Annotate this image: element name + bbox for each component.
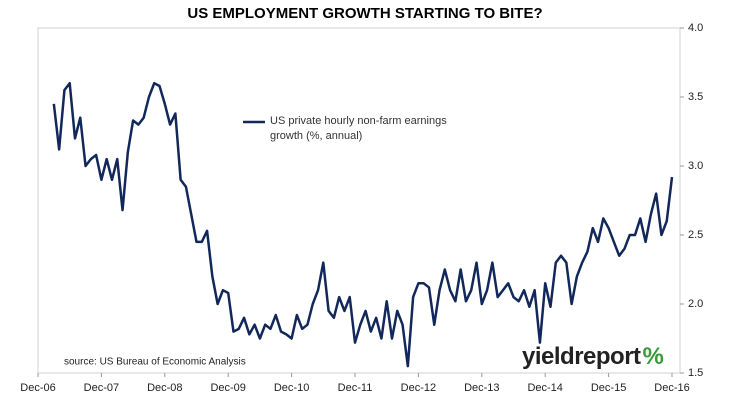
y-tick-label: 2.0 <box>688 298 703 310</box>
source-note: source: US Bureau of Economic Analysis <box>64 357 246 368</box>
x-tick-label: Dec-12 <box>401 382 436 394</box>
legend-label: US private hourly non-farm earnings grow… <box>270 115 447 142</box>
y-tick-label: 2.5 <box>688 229 703 241</box>
logo-text: yieldreport <box>522 343 641 370</box>
y-tick-label: 1.5 <box>688 367 703 379</box>
x-tick-label: Dec-06 <box>20 382 55 394</box>
y-tick-label: 4.0 <box>688 22 703 34</box>
plot-frame <box>37 27 681 374</box>
line-series <box>52 81 674 368</box>
x-tick-label: Dec-10 <box>274 382 309 394</box>
y-tick-label: 3.0 <box>688 160 703 172</box>
y-tick-label: 3.5 <box>688 91 703 103</box>
x-tick-label: Dec-07 <box>84 382 119 394</box>
logo: yieldreport% <box>522 343 664 371</box>
x-tick-label: Dec-09 <box>210 382 245 394</box>
chart-title: US EMPLOYMENT GROWTH STARTING TO BITE? <box>187 5 542 22</box>
x-tick-label: Dec-14 <box>527 382 562 394</box>
x-tick-label: Dec-11 <box>338 382 373 394</box>
logo-mark: % <box>642 343 664 370</box>
x-tick-label: Dec-08 <box>147 382 182 394</box>
x-tick-label: Dec-13 <box>464 382 499 394</box>
x-tick-label: Dec-16 <box>654 382 689 394</box>
x-tick-label: Dec-15 <box>591 382 626 394</box>
